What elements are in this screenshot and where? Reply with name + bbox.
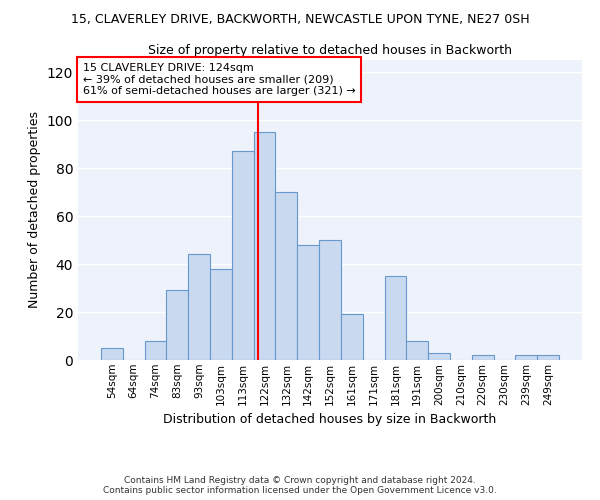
Bar — [297, 245, 319, 360]
X-axis label: Distribution of detached houses by size in Backworth: Distribution of detached houses by size … — [163, 413, 497, 426]
Bar — [385, 276, 406, 360]
Bar — [406, 341, 428, 360]
Bar — [232, 151, 254, 360]
Title: Size of property relative to detached houses in Backworth: Size of property relative to detached ho… — [148, 44, 512, 58]
Bar — [319, 240, 341, 360]
Bar — [145, 341, 166, 360]
Bar — [428, 353, 450, 360]
Text: 15, CLAVERLEY DRIVE, BACKWORTH, NEWCASTLE UPON TYNE, NE27 0SH: 15, CLAVERLEY DRIVE, BACKWORTH, NEWCASTL… — [71, 12, 529, 26]
Bar — [210, 269, 232, 360]
Bar — [472, 355, 494, 360]
Bar — [275, 192, 297, 360]
Bar — [254, 132, 275, 360]
Bar — [515, 355, 537, 360]
Bar — [537, 355, 559, 360]
Text: 15 CLAVERLEY DRIVE: 124sqm
← 39% of detached houses are smaller (209)
61% of sem: 15 CLAVERLEY DRIVE: 124sqm ← 39% of deta… — [83, 63, 356, 96]
Y-axis label: Number of detached properties: Number of detached properties — [28, 112, 41, 308]
Bar — [101, 348, 123, 360]
Bar — [188, 254, 210, 360]
Text: Contains HM Land Registry data © Crown copyright and database right 2024.
Contai: Contains HM Land Registry data © Crown c… — [103, 476, 497, 495]
Bar — [341, 314, 363, 360]
Bar — [166, 290, 188, 360]
